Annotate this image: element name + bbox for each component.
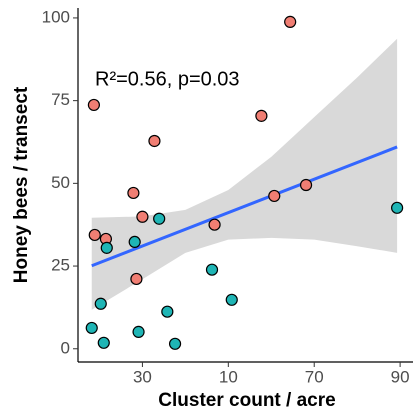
point [148,134,161,148]
x-axis-label: Cluster count / acre [158,390,335,411]
fit-line [91,145,398,268]
point [94,297,107,310]
point [88,228,101,242]
point [168,337,182,350]
point [268,189,281,203]
point [205,263,219,276]
y-axis-label: Honey bees / transect [11,86,32,283]
point [100,241,113,254]
confidence-band [91,38,398,310]
point [391,201,404,214]
y-tick-label: 100 [42,7,70,26]
point [85,321,98,335]
point [136,210,149,223]
point [153,212,166,225]
point [130,272,143,286]
y-tick-label: 25 [51,256,70,275]
point [255,109,268,122]
point [97,336,110,349]
x-tick-label: 90 [391,367,410,386]
point [284,15,297,28]
point [127,186,140,200]
point [225,293,238,306]
y-tick-label: 50 [51,173,70,192]
point [87,98,100,112]
x-tick-label: 70 [305,367,324,386]
annotation: R²=0.56, p=0.03 [95,68,240,90]
x-tick-label: 30 [133,367,152,386]
y-tick-label: 0 [61,338,70,357]
point [299,178,313,192]
point [161,305,174,318]
x-tick-label: 10 [219,367,238,386]
point [208,218,221,231]
point [128,235,141,249]
point [132,325,145,338]
y-tick-label: 75 [51,90,70,109]
